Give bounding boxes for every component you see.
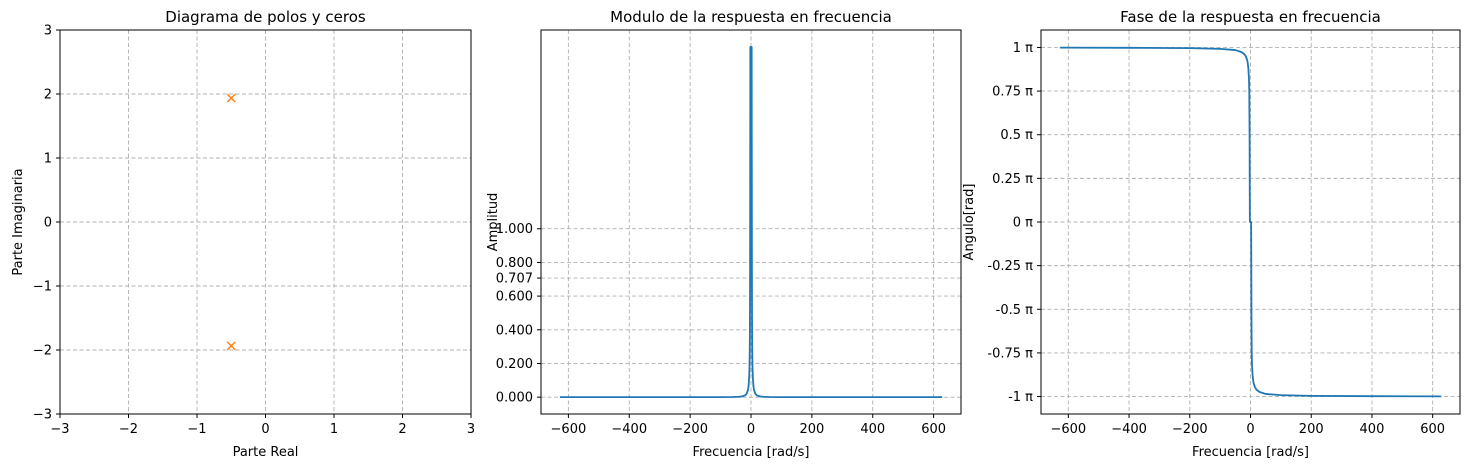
y-tick-label: −3 (33, 408, 52, 423)
y-tick-label: 0.200 (496, 357, 533, 372)
x-axis-label: Parte Real (233, 445, 299, 460)
y-tick-label: 1.000 (496, 222, 533, 237)
x-tick-label: 400 (1360, 422, 1385, 437)
y-axis-label: Amplitud (486, 193, 501, 252)
x-tick-label: 0 (747, 422, 755, 437)
y-tick-label: −1 (33, 280, 52, 295)
y-tick-label: 0.707 (496, 272, 533, 287)
series-line (559, 45, 943, 399)
series-line (1059, 46, 1442, 398)
x-tick-label: 600 (921, 422, 946, 437)
x-tick-label: −400 (611, 422, 647, 437)
y-tick-label: 0.5 π (1000, 128, 1033, 143)
x-tick-label: −600 (551, 422, 587, 437)
y-tick-label: 0.75 π (992, 85, 1033, 100)
pole-marker-stroke (226, 341, 236, 351)
y-tick-label: -0.75 π (987, 346, 1033, 361)
y-tick-label: 1 π (1013, 41, 1033, 56)
x-tick-label: −3 (50, 422, 69, 437)
pole-marker (226, 93, 236, 103)
chart-title: Fase de la respuesta en frecuencia (1120, 8, 1381, 26)
y-tick-label: -1 π (1008, 390, 1033, 405)
x-axis-label: Frecuencia [rad/s] (693, 445, 810, 460)
x-tick-label: −200 (672, 422, 708, 437)
y-tick-label: 2 (44, 88, 52, 103)
y-tick-label: 3 (44, 24, 52, 39)
x-tick-label: −2 (119, 422, 138, 437)
y-tick-label: -0.5 π (996, 303, 1033, 318)
x-tick-label: 1 (330, 422, 338, 437)
x-tick-label: −1 (187, 422, 206, 437)
y-axis-label: Angulo[rad] (962, 184, 977, 261)
x-tick-label: 200 (799, 422, 824, 437)
y-tick-label: 1 (44, 152, 52, 167)
y-tick-label: 0 (44, 216, 52, 231)
chart-3: −600 −400 −200 0 200 400 600 -1 π -0.75 π -0.5 π -… (962, 8, 1461, 460)
y-tick-label: 0 π (1013, 216, 1033, 231)
x-tick-label: −600 (1050, 422, 1086, 437)
chart-title: Modulo de la respuesta en frecuencia (610, 8, 892, 26)
y-tick-label: -0.25 π (987, 259, 1033, 274)
x-tick-label: 600 (1420, 422, 1445, 437)
pole-marker-stroke (226, 93, 236, 103)
y-tick-label: 0.400 (496, 323, 533, 338)
chart-title: Diagrama de polos y ceros (165, 8, 366, 26)
x-tick-label: −200 (1172, 422, 1208, 437)
y-tick-label: 0.600 (496, 290, 533, 305)
y-axis-label: Parte Imaginaria (11, 168, 26, 275)
y-tick-label: 0.25 π (992, 172, 1033, 187)
x-tick-label: 400 (860, 422, 885, 437)
x-tick-label: 3 (467, 422, 475, 437)
x-tick-label: −400 (1111, 422, 1147, 437)
y-tick-label: 0.000 (496, 391, 533, 406)
x-tick-label: 200 (1299, 422, 1324, 437)
x-axis-label: Frecuencia [rad/s] (1192, 445, 1309, 460)
x-tick-label: 0 (1246, 422, 1254, 437)
y-tick-label: −2 (33, 344, 52, 359)
chart-1: −3 −2 −1 0 1 2 3 −3 −2 −1 0 1 2 3 Diagrama de polos y … (11, 8, 475, 460)
x-tick-label: 2 (398, 422, 406, 437)
chart-2: −600 −400 −200 0 200 400 600 0.000 0.200 0.400 0.6… (486, 8, 962, 460)
x-tick-label: 0 (261, 422, 269, 437)
y-tick-label: 0.800 (496, 256, 533, 271)
pole-marker (226, 341, 236, 351)
